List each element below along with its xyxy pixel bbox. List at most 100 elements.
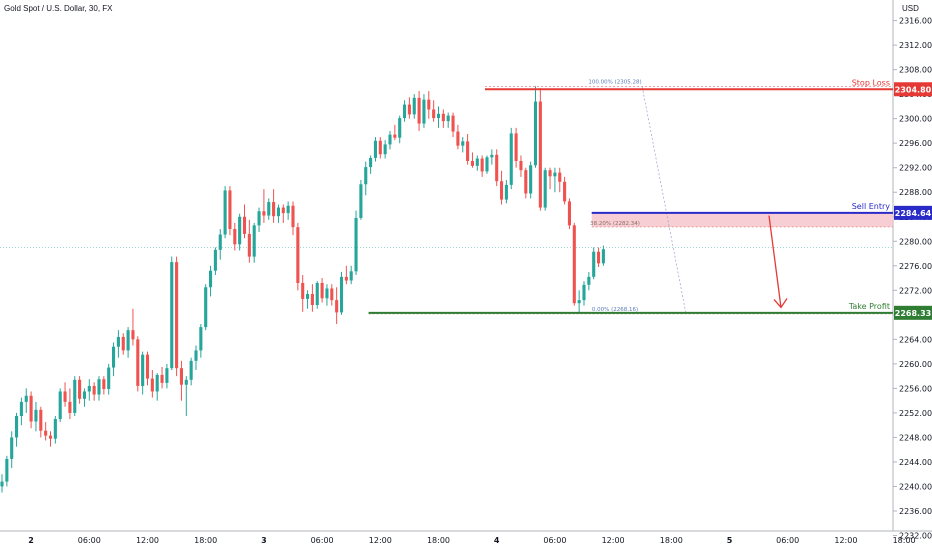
candle — [281, 207, 285, 214]
candle — [145, 354, 150, 379]
y-tick-label: 2256.00 — [899, 384, 932, 393]
y-tick-label: 2280.00 — [899, 237, 932, 246]
x-tick-label: 4 — [494, 536, 500, 545]
take-profit-price-text: 2268.33 — [895, 309, 931, 318]
candle — [369, 157, 373, 168]
candle — [422, 99, 426, 124]
y-tick-label: 2248.00 — [899, 433, 932, 442]
candle — [519, 160, 523, 171]
candle — [504, 184, 508, 200]
candle — [407, 104, 411, 115]
candle — [553, 172, 557, 177]
candle — [451, 115, 455, 132]
candle — [238, 216, 242, 245]
y-tick-label: 2276.00 — [899, 262, 932, 271]
candle — [296, 227, 300, 283]
candle — [417, 97, 421, 124]
candle — [330, 288, 334, 301]
candle — [339, 276, 344, 313]
candle — [412, 97, 416, 115]
candle — [112, 346, 116, 368]
candle — [82, 391, 86, 399]
candle — [276, 207, 280, 217]
candle — [427, 99, 431, 110]
candle — [567, 201, 571, 226]
candle — [170, 262, 174, 369]
candle — [398, 118, 402, 138]
take-profit-price-tag — [894, 305, 932, 320]
sell-entry-label: Sell Entry — [852, 202, 891, 211]
x-tick-label: 18:00 — [427, 536, 450, 545]
candle — [354, 217, 358, 272]
candle — [78, 379, 82, 399]
candle — [572, 225, 576, 304]
candle — [218, 234, 222, 250]
y-tick-label: 2316.00 — [899, 17, 932, 26]
candle — [126, 330, 130, 351]
candle — [582, 284, 586, 301]
candle — [5, 458, 9, 482]
candle — [543, 170, 547, 208]
candle — [141, 354, 145, 386]
candle — [359, 184, 363, 218]
stop-loss-label: Stop Loss — [852, 78, 890, 87]
candle — [495, 154, 499, 182]
candle — [364, 167, 368, 185]
y-tick-label: 2260.00 — [899, 360, 932, 369]
candle — [349, 271, 353, 281]
candle — [233, 229, 237, 245]
candle — [470, 160, 474, 166]
candle — [10, 437, 14, 459]
projection-arrow — [768, 215, 782, 308]
candle — [286, 205, 290, 214]
candle — [92, 385, 96, 395]
x-tick-label: 18:00 — [194, 536, 217, 545]
y-tick-label: 2312.00 — [899, 41, 932, 50]
candle — [490, 154, 494, 158]
candle — [592, 251, 596, 277]
candle — [87, 385, 91, 392]
symbol-title: Gold Spot / U.S. Dollar, 30, FX — [4, 4, 113, 13]
x-tick-label: 18:00 — [893, 536, 916, 545]
x-tick-label: 06:00 — [78, 536, 101, 545]
y-tick-label: 2272.00 — [899, 286, 932, 295]
y-tick-label: 2264.00 — [899, 335, 932, 344]
candle — [15, 415, 19, 438]
candle — [529, 165, 533, 194]
candle — [514, 133, 518, 161]
candle — [485, 157, 489, 172]
candle — [466, 141, 470, 161]
candle — [456, 131, 460, 146]
candle — [175, 262, 179, 369]
fib-382-label: 38.20% (2282.34) — [590, 221, 640, 227]
x-tick-label: 12:00 — [602, 536, 625, 545]
candle — [39, 409, 43, 431]
candle — [577, 300, 581, 304]
y-tick-label: 2252.00 — [899, 409, 932, 418]
candle — [160, 374, 164, 383]
candle — [228, 190, 232, 230]
candle — [432, 109, 436, 119]
candle — [213, 249, 217, 271]
candle — [500, 181, 504, 200]
y-tick-label: 2296.00 — [899, 139, 932, 148]
candle — [403, 104, 407, 119]
candle — [587, 276, 591, 285]
candle — [524, 170, 528, 194]
currency-label: USD — [902, 4, 919, 13]
candle — [184, 379, 188, 385]
arrow-head — [773, 298, 788, 309]
candle — [548, 170, 552, 177]
candle — [441, 113, 445, 122]
y-tick-label: 2244.00 — [899, 458, 932, 467]
candle — [388, 134, 392, 145]
x-tick-label: 12:00 — [136, 536, 159, 545]
x-tick-label: 18:00 — [660, 536, 683, 545]
candle — [461, 141, 465, 146]
candle — [267, 202, 271, 216]
candle — [165, 368, 169, 383]
candle — [34, 409, 38, 422]
x-tick-label: 06:00 — [776, 536, 799, 545]
candle — [44, 430, 48, 436]
